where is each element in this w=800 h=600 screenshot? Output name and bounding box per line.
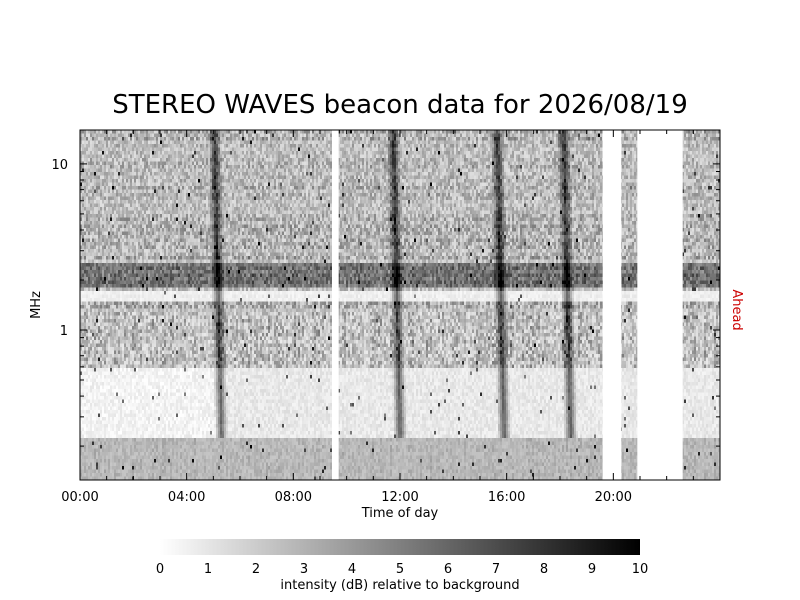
x-tick-label: 20:00 [595,490,632,505]
colorbar-label: intensity (dB) relative to background [280,578,519,593]
data-gap [637,130,683,480]
y-tick-label: 10 [51,158,68,173]
chart-title: STEREO WAVES beacon data for 2026/08/19 [112,90,688,120]
colorbar-tick-label: 10 [632,562,649,577]
colorbar [160,539,640,555]
x-tick-label: 00:00 [61,490,98,505]
spectrogram-image [80,130,720,480]
colorbar-tick-label: 4 [348,562,356,577]
spacecraft-label: Ahead [729,289,744,330]
colorbar-tick-label: 1 [204,562,212,577]
y-tick-label: 1 [60,324,68,339]
x-tick-label: 16:00 [488,490,525,505]
x-tick-label: 04:00 [168,490,205,505]
colorbar-tick-label: 0 [156,562,164,577]
spectrogram-heatmap [80,130,720,480]
colorbar-tick-label: 6 [444,562,452,577]
colorbar-tick-label: 2 [252,562,260,577]
colorbar-tick-label: 7 [492,562,500,577]
colorbar-tick-label: 9 [588,562,596,577]
colorbar-tick-label: 3 [300,562,308,577]
x-axis-ticks: 00:00 04:00 08:00 12:00 16:00 20:00 [61,130,721,505]
data-gap [602,130,622,480]
colorbar-tick-label: 5 [396,562,404,577]
x-tick-label: 12:00 [381,490,418,505]
data-gaps [332,130,683,480]
y-axis-label: MHz [29,291,44,319]
colorbar-tick-label: 8 [540,562,548,577]
data-gap [332,130,339,480]
colorbar-ticks: 0 1 2 3 4 5 6 7 8 9 10 [156,562,648,577]
x-tick-label: 08:00 [275,490,312,505]
y-axis-ticks: 1 10 [51,158,720,447]
x-axis-label: Time of day [361,506,439,521]
